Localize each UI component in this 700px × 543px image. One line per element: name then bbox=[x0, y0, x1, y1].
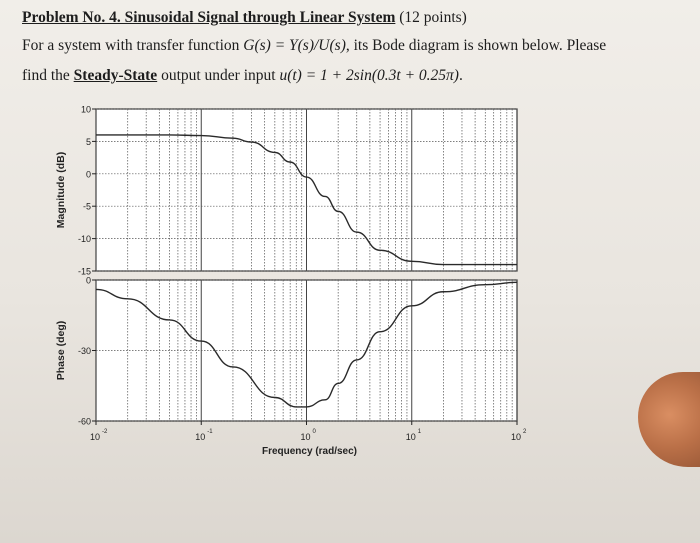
mag-ytick-label: -15 bbox=[78, 267, 91, 277]
line2-text-a: For a system with transfer function bbox=[22, 37, 244, 54]
problem-heading-line: Problem No. 4. Sinusoidal Signal through… bbox=[22, 9, 467, 27]
line3-text-b: output under input bbox=[157, 67, 280, 84]
x-tick-label: 10 bbox=[90, 432, 100, 442]
x-tick-exp: 2 bbox=[523, 429, 527, 435]
phase-curve bbox=[95, 281, 518, 408]
transfer-function: G(s) = Y(s)/U(s) bbox=[243, 37, 346, 54]
x-tick-label: 10 bbox=[406, 432, 416, 442]
x-tick-exp: -2 bbox=[102, 429, 108, 435]
problem-points: (12 points) bbox=[399, 9, 467, 26]
mag-ytick-label: 10 bbox=[81, 105, 91, 115]
phase-ytick-label: -30 bbox=[78, 346, 91, 356]
x-axis-label: Frequency (rad/sec) bbox=[262, 446, 357, 457]
x-tick-exp: 0 bbox=[313, 429, 317, 435]
magnitude-plot: 10 5 0 -5 -10 -15 Magnitude (dB) bbox=[55, 105, 518, 277]
phase-ytick-label: 0 bbox=[86, 276, 91, 286]
mag-ylabel: Magnitude (dB) bbox=[55, 152, 67, 228]
x-tick-label: 10 bbox=[195, 432, 205, 442]
line3-text-a: find the bbox=[22, 67, 74, 84]
mag-ytick-label: 0 bbox=[86, 169, 91, 179]
phase-ylabel: Phase (deg) bbox=[55, 321, 67, 381]
x-tick-exp: 1 bbox=[418, 429, 422, 435]
input-signal: u(t) = 1 + 2sin(0.3t + 0.25π) bbox=[279, 67, 459, 84]
phase-plot: 0 -30 -60 Phase (deg) bbox=[55, 276, 518, 427]
problem-heading: Problem No. 4. Sinusoidal Signal through… bbox=[22, 9, 396, 26]
mag-curve bbox=[96, 134, 517, 266]
x-tick-label: 10 bbox=[300, 432, 310, 442]
line3-end: . bbox=[458, 67, 463, 84]
steady-state-term: Steady-State bbox=[73, 67, 158, 84]
mag-ytick-label: 5 bbox=[86, 137, 91, 147]
mag-ytick-label: -10 bbox=[78, 234, 91, 244]
problem-line-2: For a system with transfer function G(s)… bbox=[22, 37, 606, 55]
x-tick-label: 10 bbox=[511, 432, 521, 442]
problem-line-3: find the Steady-State output under input… bbox=[22, 67, 463, 85]
x-tick-exp: -1 bbox=[207, 429, 213, 435]
mag-ytick-label: -5 bbox=[83, 202, 91, 212]
line2-text-b: , its Bode diagram is shown below. Pleas… bbox=[345, 37, 607, 54]
phase-ytick-label: -60 bbox=[78, 417, 91, 427]
